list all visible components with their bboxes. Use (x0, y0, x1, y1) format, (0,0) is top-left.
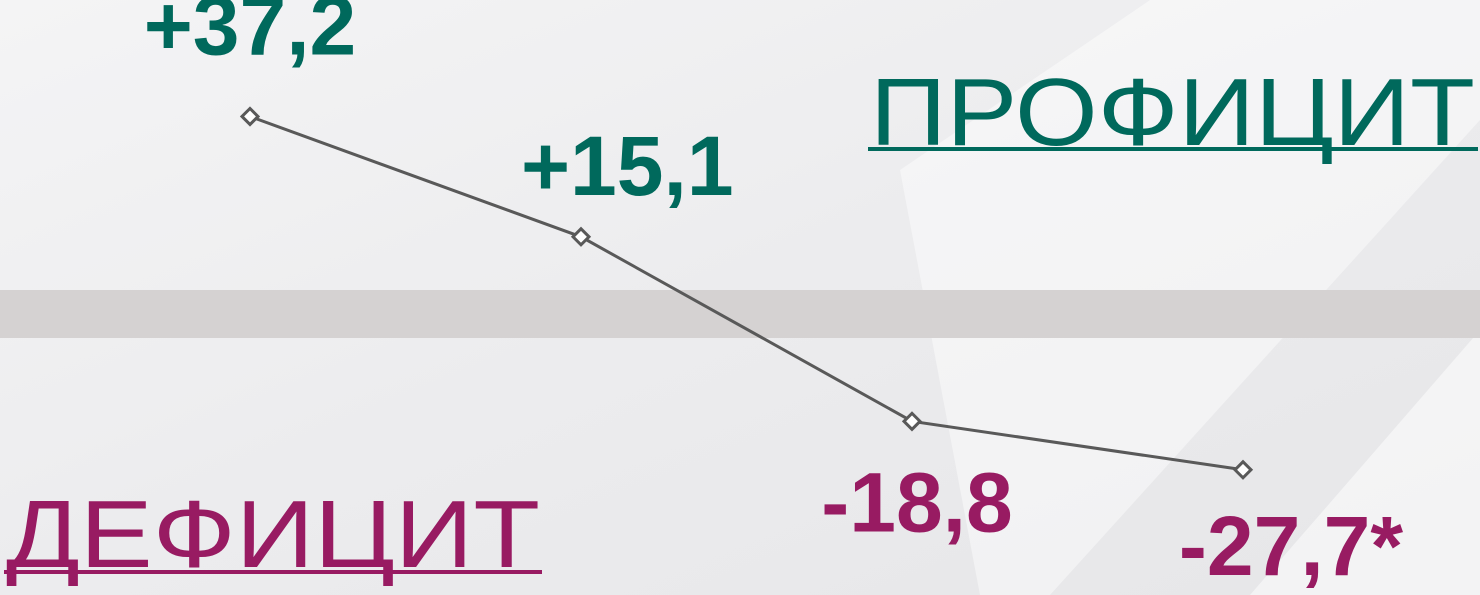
value-label: -27,7* (1179, 499, 1403, 593)
zero-band (0, 290, 1480, 339)
value-label: +37,2 (144, 0, 357, 72)
marker (570, 226, 592, 247)
background-shape (1250, 330, 1480, 595)
value-label: -18,8 (821, 455, 1012, 549)
marker (1232, 459, 1254, 480)
line (249, 115, 1244, 472)
marker (901, 411, 923, 432)
value-label: +15,1 (521, 119, 734, 213)
marker (239, 106, 261, 127)
